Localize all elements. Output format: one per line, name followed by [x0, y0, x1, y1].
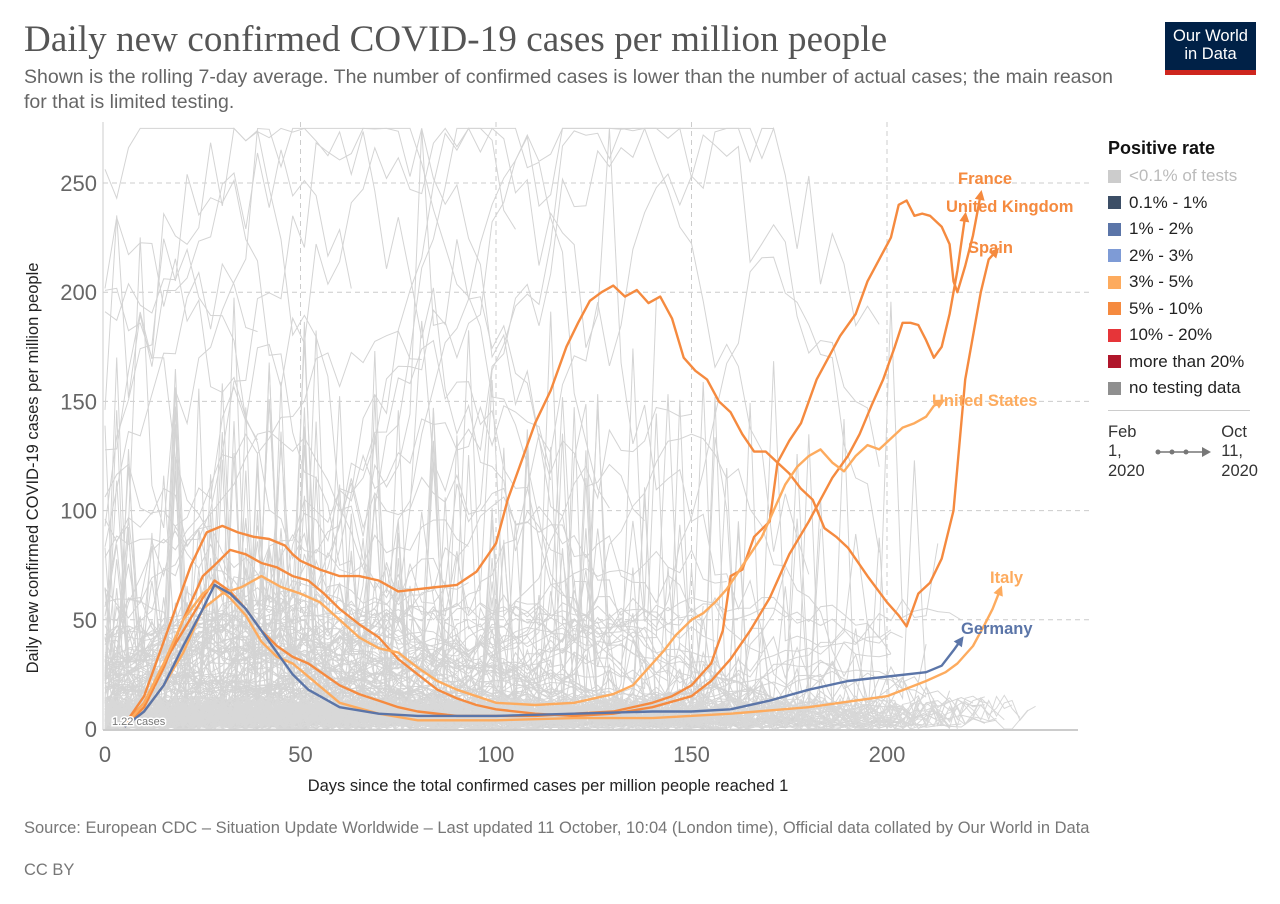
- series-label[interactable]: Italy: [990, 569, 1024, 587]
- legend-swatch: [1108, 249, 1121, 263]
- license-link[interactable]: CC BY: [24, 861, 75, 879]
- x-tick-label: 200: [869, 742, 906, 767]
- series-line[interactable]: [123, 400, 943, 728]
- legend-item[interactable]: more than 20%: [1108, 349, 1268, 376]
- logo-line-1: Our World: [1173, 27, 1248, 45]
- legend-item[interactable]: 0.1% - 1%: [1108, 190, 1268, 217]
- series-arrow-icon: [934, 399, 946, 409]
- x-tick-label: 50: [288, 742, 312, 767]
- background-country-line: [104, 247, 258, 441]
- background-country-line: [104, 368, 481, 716]
- legend-item[interactable]: <0.1% of tests: [1108, 163, 1268, 190]
- legend-item[interactable]: 2% - 3%: [1108, 243, 1268, 270]
- legend-label: 10% - 20%: [1129, 325, 1213, 345]
- legend-label: no testing data: [1129, 378, 1241, 398]
- legend-label: 3% - 5%: [1129, 272, 1194, 292]
- x-axis-label: Days since the total confirmed cases per…: [308, 777, 789, 795]
- background-country-line: [104, 652, 915, 728]
- legend-label: 2% - 3%: [1129, 245, 1194, 265]
- highlighted-series: [123, 189, 1003, 728]
- background-country-lines: [104, 126, 1036, 731]
- legend-swatch: [1108, 355, 1121, 369]
- axes: 0 50 100 150 200 250 0 50 100 150 200: [60, 122, 1078, 767]
- legend-item[interactable]: 3% - 5%: [1108, 269, 1268, 296]
- chart-subtitle: Shown is the rolling 7-day average. The …: [24, 66, 1113, 113]
- source-note: Source: European CDC – Situation Update …: [24, 819, 1090, 837]
- background-country-line: [104, 580, 493, 678]
- series-label[interactable]: France: [958, 170, 1012, 188]
- background-country-line: [104, 484, 375, 721]
- series-arrow-icon: [974, 189, 985, 201]
- y-tick-label: 150: [60, 389, 97, 414]
- x-tick-label: 0: [99, 742, 111, 767]
- legend-swatch: [1108, 381, 1121, 395]
- background-country-line: [104, 624, 575, 694]
- legend-swatch: [1108, 196, 1121, 210]
- series-labels: 1.22 cases France United Kingdom Spain Unite…: [111, 170, 1074, 730]
- x-tick-label: 150: [673, 742, 710, 767]
- legend-divider: [1108, 409, 1250, 411]
- series-france[interactable]: [123, 189, 985, 726]
- series-arrow-icon: [953, 636, 964, 648]
- background-country-line: [104, 262, 258, 547]
- series-line[interactable]: [123, 193, 982, 726]
- background-country-line: [104, 633, 434, 712]
- series-label[interactable]: Germany: [961, 620, 1033, 638]
- logo-accent-bar: [1165, 70, 1256, 75]
- background-country-line: [104, 256, 880, 731]
- legend-swatch: [1108, 222, 1121, 236]
- legend-label: 5% - 10%: [1129, 298, 1203, 318]
- series-line[interactable]: [123, 583, 963, 728]
- timeline-start[interactable]: Feb 1, 2020: [1108, 422, 1145, 480]
- legend-item[interactable]: 1% - 2%: [1108, 216, 1268, 243]
- series-line[interactable]: [123, 249, 998, 726]
- legend-label: more than 20%: [1129, 351, 1245, 371]
- series-arrow-icon: [988, 247, 1000, 259]
- y-axis-label: Daily new confirmed COVID-19 cases per m…: [24, 263, 42, 674]
- legend-swatch: [1108, 275, 1121, 289]
- legend-item[interactable]: 10% - 20%: [1108, 322, 1268, 349]
- y-tick-label: 50: [73, 608, 97, 633]
- start-annotation: 1.22 cases: [112, 716, 166, 728]
- series-label[interactable]: United States: [932, 392, 1037, 410]
- chart-title: Daily new confirmed COVID-19 cases per m…: [24, 19, 888, 60]
- legend-swatch: [1108, 302, 1121, 316]
- legend-swatch: [1108, 328, 1121, 342]
- y-tick-label: 250: [60, 171, 97, 196]
- timeline-end[interactable]: Oct 11, 2020: [1221, 422, 1258, 480]
- series-germany[interactable]: [123, 583, 964, 728]
- legend-title: Positive rate: [1108, 138, 1216, 158]
- background-country-line: [104, 693, 997, 731]
- timeline-arrow-icon: [1155, 446, 1211, 457]
- legend-label: 0.1% - 1%: [1129, 192, 1208, 212]
- background-country-line: [104, 405, 645, 660]
- timeline-range[interactable]: Feb 1, 2020 Oct 11, 2020: [1108, 423, 1258, 482]
- legend-label: <0.1% of tests: [1129, 166, 1238, 186]
- legend-item[interactable]: 5% - 10%: [1108, 296, 1268, 323]
- owid-logo[interactable]: Our World in Data: [1165, 22, 1256, 75]
- logo-line-2: in Data: [1184, 45, 1237, 63]
- background-country-line: [104, 695, 646, 730]
- series-arrow-icon: [959, 211, 970, 223]
- series-label[interactable]: United Kingdom: [946, 198, 1073, 216]
- background-country-line: [104, 693, 419, 731]
- legend: Positive rate <0.1% of tests 0.1% - 1% 1% …: [1108, 138, 1268, 481]
- series-label[interactable]: Spain: [968, 239, 1013, 257]
- series-united-states[interactable]: [123, 399, 946, 728]
- legend-swatch: [1108, 169, 1121, 183]
- series-spain[interactable]: [123, 247, 1000, 726]
- y-tick-label: 0: [85, 717, 97, 742]
- legend-item[interactable]: no testing data: [1108, 375, 1268, 402]
- legend-label: 1% - 2%: [1129, 219, 1194, 239]
- y-tick-label: 200: [60, 280, 97, 305]
- series-arrow-icon: [993, 585, 1003, 597]
- x-tick-label: 100: [478, 742, 515, 767]
- y-tick-label: 100: [60, 499, 97, 524]
- legend-items: <0.1% of tests 0.1% - 1% 1% - 2% 2% - 3% 3% …: [1108, 163, 1268, 402]
